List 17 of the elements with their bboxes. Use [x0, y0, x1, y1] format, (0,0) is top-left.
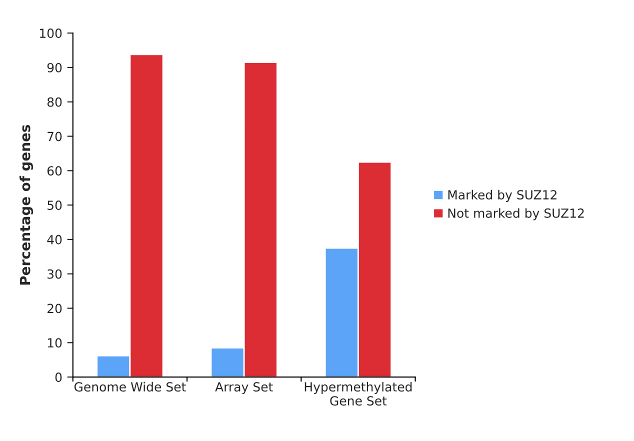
y-tick-label: 30: [48, 269, 62, 279]
x-tick-label: Array Set: [215, 382, 273, 394]
legend-label: Not marked by SUZ12: [448, 208, 584, 220]
y-tick-label: 10: [48, 338, 62, 348]
y-tick-label: 90: [47, 62, 62, 72]
x-tick-label: Hypermethylated Gene Set: [304, 382, 412, 406]
y-axis-title: Percentage of genes: [20, 124, 34, 285]
x-tick-label: Genome Wide Set: [74, 382, 186, 392]
y-tick-label: 100: [40, 28, 62, 38]
y-tick-label: 40: [47, 234, 62, 244]
y-tick-label: 0: [55, 372, 62, 382]
y-tick-label: 80: [47, 97, 62, 107]
y-tick-label: 60: [47, 166, 62, 176]
legend-label: Marked by SUZ12: [448, 190, 556, 202]
y-tick-label: 70: [48, 132, 62, 142]
y-tick-label: 20: [48, 304, 62, 314]
y-tick-label: 50: [48, 200, 62, 210]
